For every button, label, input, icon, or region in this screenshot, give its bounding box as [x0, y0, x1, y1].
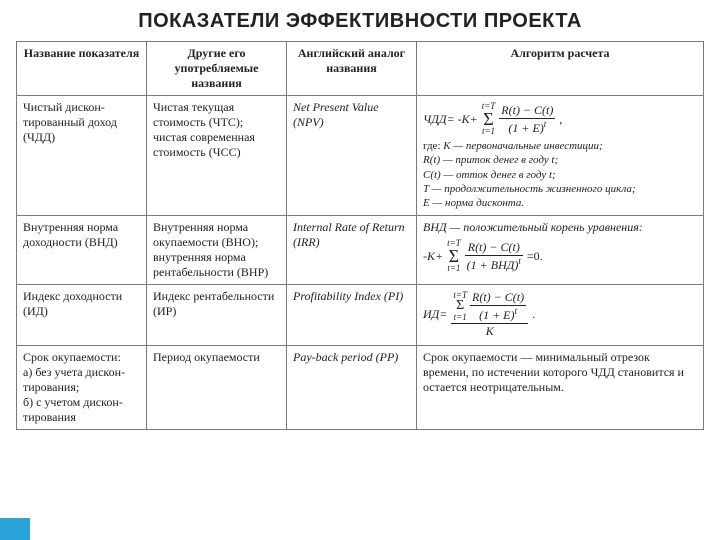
- col-alg: Алгоритм расчета: [417, 42, 704, 96]
- sum-lower: t=1: [454, 313, 467, 322]
- frac-den: (1 + ВНД)t: [465, 257, 523, 272]
- table-row: Чистый дискон­тированный доход (ЧДД) Чис…: [17, 96, 704, 216]
- cell-alg: ИД= t=T Σ t=1 R(t) − C(t): [417, 285, 704, 346]
- frac-den: (1 + E)t: [477, 307, 519, 322]
- frac-den: (1 + E)t: [506, 120, 548, 135]
- fraction: R(t) − C(t) (1 + ВНД)t: [465, 241, 523, 271]
- where-k: К — первоначальные инвестиции;: [443, 140, 602, 152]
- accent-bar: [0, 518, 30, 540]
- cell-alg: Срок окупаемости — минималь­ный отрезок …: [417, 346, 704, 430]
- frac-num: R(t) − C(t): [466, 241, 522, 254]
- formula-lhs: -К+: [423, 250, 443, 263]
- cell-name: Внутренняя норма доходности (ВНД): [17, 216, 147, 285]
- cell-name: Индекс доход­ности (ИД): [17, 285, 147, 346]
- table-row: Внутренняя норма доходности (ВНД) Внутре…: [17, 216, 704, 285]
- outer-fraction: t=T Σ t=1 R(t) − C(t) (1 + E)t: [451, 291, 528, 337]
- irr-formula: -К+ t=T Σ t=1 R(t) − C(t) (1 + ВНД)t: [423, 239, 697, 273]
- table-row: Срок окупаемости: а) без учета дискон­ти…: [17, 346, 704, 430]
- cell-other: Чистая текущая стоимость (ЧТС); чистая с…: [147, 96, 287, 216]
- formula-rhs: =0.: [527, 250, 543, 263]
- formula-lhs: ЧДД= -К+: [423, 113, 478, 126]
- cell-name: Срок окупаемости: а) без учета дискон­ти…: [17, 346, 147, 430]
- cell-alg: ЧДД= -К+ t=T Σ t=1 R(t) − C(t) (1 + E)t: [417, 96, 704, 216]
- npv-formula: ЧДД= -К+ t=T Σ t=1 R(t) − C(t) (1 + E)t: [423, 102, 697, 136]
- outer-den: К: [484, 325, 496, 338]
- frac-num: R(t) − C(t): [470, 291, 526, 304]
- formula-trail: .: [532, 308, 535, 321]
- where-t: T — продолжительность жизненного цикла;: [423, 183, 697, 196]
- page-title: ПОКАЗАТЕЛИ ЭФФЕКТИВНОСТИ ПРОЕКТА: [16, 10, 704, 33]
- indicators-table: Название показателя Другие его употребля…: [16, 41, 704, 430]
- sigma-icon: t=T Σ t=1: [482, 102, 496, 136]
- sum-lower: t=1: [482, 127, 495, 136]
- formula-lhs: ИД=: [423, 308, 447, 321]
- cell-alg: ВНД — положительный корень уравнения: -К…: [417, 216, 704, 285]
- irr-intro: ВНД — положительный корень уравнения:: [423, 220, 697, 235]
- cell-name: Чистый дискон­тированный доход (ЧДД): [17, 96, 147, 216]
- slide: ПОКАЗАТЕЛИ ЭФФЕКТИВНОСТИ ПРОЕКТА Названи…: [0, 0, 720, 540]
- sigma-icon: t=T Σ t=1: [453, 291, 467, 322]
- col-other: Другие его употребляемые названия: [147, 42, 287, 96]
- table-header-row: Название показателя Другие его употребля…: [17, 42, 704, 96]
- cell-eng: Internal Rate of Return (IRR): [287, 216, 417, 285]
- frac-num: R(t) − C(t): [499, 104, 555, 117]
- cell-eng: Profitability Index (PI): [287, 285, 417, 346]
- inner-fraction: R(t) − C(t) (1 + E)t: [470, 291, 526, 321]
- sum-lower: t=1: [447, 264, 460, 273]
- where-r: R(t) — приток денег в году t;: [423, 154, 697, 167]
- cell-other: Индекс рентабельности (ИР): [147, 285, 287, 346]
- where-label: где:: [423, 140, 441, 152]
- pi-formula: ИД= t=T Σ t=1 R(t) − C(t): [423, 291, 697, 337]
- col-name: Название показателя: [17, 42, 147, 96]
- cell-eng: Pay-back period (PP): [287, 346, 417, 430]
- sigma-icon: t=T Σ t=1: [447, 239, 461, 273]
- where-e: Е — норма дисконта.: [423, 197, 697, 210]
- cell-eng: Net Present Value (NPV): [287, 96, 417, 216]
- cell-other: Период окупаемости: [147, 346, 287, 430]
- formula-trail: ,: [559, 113, 562, 126]
- col-eng: Английский аналог названия: [287, 42, 417, 96]
- fraction: R(t) − C(t) (1 + E)t: [499, 104, 555, 134]
- where-block: где: К — первоначальные инвестиции; R(t)…: [423, 140, 697, 210]
- where-c: C(t) — отток денег в году t;: [423, 169, 697, 182]
- cell-other: Внутренняя норма окупаемости (ВНО); внут…: [147, 216, 287, 285]
- table-row: Индекс доход­ности (ИД) Индекс рентабель…: [17, 285, 704, 346]
